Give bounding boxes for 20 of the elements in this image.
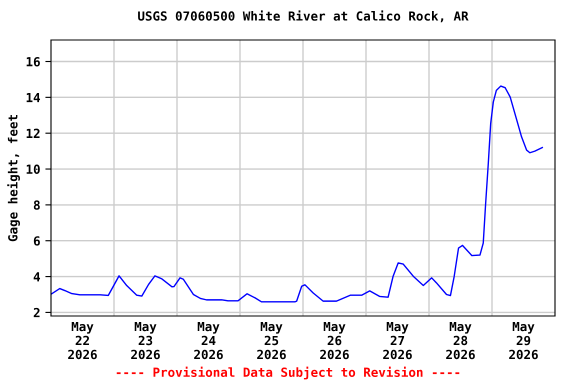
x-tick-label: May 28 2026 xyxy=(446,322,475,360)
line-series xyxy=(51,85,544,303)
y-tick-label: 14 xyxy=(26,92,40,102)
text: ---- Provisional Data Subject to Revision ---- xyxy=(116,366,460,380)
x-tick-label: May 25 2026 xyxy=(257,322,286,360)
chart-title: USGS 07060500 White River at Calico Rock, AR xyxy=(138,10,469,22)
y-tick-label: 16 xyxy=(26,56,40,66)
x-tick-label: May 26 2026 xyxy=(320,322,349,360)
x-tick-label: May 29 2026 xyxy=(509,322,538,360)
x-tick-label: May 24 2026 xyxy=(194,322,223,360)
y-axis-title: Gage height, feet xyxy=(7,115,20,242)
y-tick-label: 8 xyxy=(34,200,40,210)
y-tick-label: 12 xyxy=(26,128,40,138)
y-tick-label: 4 xyxy=(34,272,40,282)
x-tick-label: May 23 2026 xyxy=(131,322,160,360)
x-tick-label: May 27 2026 xyxy=(383,322,412,360)
x-tick-label: May 22 2026 xyxy=(68,322,97,360)
y-tick-label: 2 xyxy=(34,308,40,318)
y-tick-label: 10 xyxy=(26,164,40,174)
y-tick-label: 6 xyxy=(34,236,40,246)
